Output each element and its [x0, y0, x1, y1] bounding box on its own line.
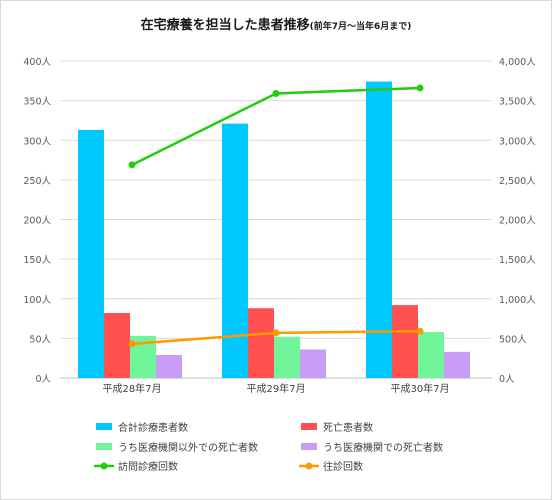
legend-swatch	[301, 423, 317, 430]
bar	[392, 305, 418, 378]
left-tick-label: 300人	[23, 136, 51, 147]
right-axis: 0人 500人 1,000人 1,500人 2,000人 2,500人 3,000人 3,50…	[499, 57, 536, 385]
legend-label: 往診回数	[323, 460, 363, 473]
left-tick-label: 0人	[35, 374, 51, 385]
bars	[78, 81, 470, 378]
legend-swatch	[96, 423, 112, 430]
right-tick-label: 2,500人	[499, 176, 536, 187]
category-label: 平成28年7月	[102, 382, 161, 395]
legend-swatch	[301, 443, 317, 450]
bar	[300, 349, 326, 378]
bar	[418, 332, 444, 378]
bar	[248, 308, 274, 378]
left-axis: 0人 50人 100人 150人 200人 250人 300人 350人 400人	[23, 57, 51, 385]
legend-label: 訪問診療回数	[118, 460, 178, 473]
category-labels: 平成28年7月 平成29年7月 平成30年7月	[102, 382, 449, 395]
right-tick-label: 4,000人	[499, 57, 536, 68]
bar	[366, 81, 392, 378]
line-point	[128, 340, 136, 348]
bar	[274, 336, 300, 378]
left-tick-label: 50人	[29, 334, 51, 345]
left-tick-label: 200人	[23, 216, 51, 227]
right-tick-label: 3,000人	[499, 136, 536, 147]
left-tick-label: 400人	[23, 57, 51, 68]
legend-label: うち医療機関以外での死亡者数	[118, 441, 258, 454]
right-tick-label: 3,500人	[499, 97, 536, 108]
bar	[78, 129, 104, 378]
category-label: 平成30年7月	[390, 382, 449, 395]
lines	[128, 84, 424, 348]
left-tick-label: 100人	[23, 295, 51, 306]
right-tick-label: 0人	[499, 374, 515, 385]
legend-label: 死亡患者数	[323, 421, 373, 434]
legend-swatch	[96, 443, 112, 450]
bar	[222, 123, 248, 378]
right-tick-label: 1,500人	[499, 255, 536, 266]
legend-label: うち医療機関での死亡者数	[323, 441, 443, 454]
bar	[104, 313, 130, 378]
bar	[156, 355, 182, 378]
line-point	[416, 327, 424, 335]
category-label: 平成29年7月	[246, 382, 305, 395]
right-tick-label: 1,000人	[499, 295, 536, 306]
right-tick-label: 500人	[499, 334, 527, 345]
line-point	[272, 89, 280, 97]
bar	[444, 351, 470, 378]
line-point	[272, 329, 280, 337]
chart-title: 在宅療養を担当した患者推移(前年7月～当年6月まで)	[141, 17, 412, 33]
line-point	[128, 161, 136, 169]
left-tick-label: 150人	[23, 255, 51, 266]
legend-marker	[100, 462, 108, 470]
line-point	[416, 84, 424, 92]
right-tick-label: 2,000人	[499, 216, 536, 227]
legend-marker	[305, 462, 313, 470]
legend-label: 合計診療患者数	[118, 421, 188, 434]
left-tick-label: 350人	[23, 97, 51, 108]
left-tick-label: 250人	[23, 176, 51, 187]
